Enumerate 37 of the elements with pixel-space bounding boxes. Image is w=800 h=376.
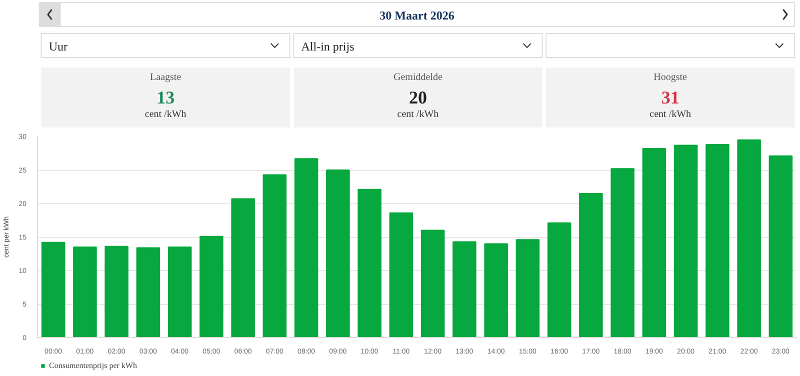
text: All-in prijs bbox=[301, 40, 355, 54]
data-label: 31 bbox=[661, 88, 680, 108]
bar bbox=[516, 239, 540, 338]
bar bbox=[326, 170, 350, 338]
bar bbox=[484, 243, 508, 338]
data-label: 13 bbox=[156, 88, 175, 108]
text: Uur bbox=[48, 40, 68, 54]
bar bbox=[231, 198, 255, 338]
bar bbox=[294, 158, 318, 338]
bar bbox=[547, 222, 572, 338]
bar bbox=[104, 246, 128, 338]
bar bbox=[452, 241, 476, 338]
category-label: Laagste bbox=[150, 72, 182, 83]
bar bbox=[579, 192, 603, 338]
bar bbox=[358, 188, 382, 338]
category-label: Gemiddelde bbox=[394, 72, 443, 83]
category-label: Hoogste bbox=[654, 72, 688, 83]
bar bbox=[200, 236, 224, 338]
bar bbox=[168, 246, 192, 338]
bar bbox=[706, 144, 730, 338]
bar bbox=[610, 168, 634, 338]
data-label: 20 bbox=[408, 88, 427, 108]
text: cent /kWh bbox=[144, 109, 186, 120]
text: cent /kWh bbox=[650, 109, 692, 120]
legend-label: Consumentenprijs per kWh bbox=[49, 360, 137, 370]
bar bbox=[41, 242, 66, 338]
bar bbox=[262, 174, 287, 338]
bar bbox=[136, 247, 160, 338]
text: cent /kWh bbox=[397, 109, 439, 120]
bar bbox=[768, 155, 793, 338]
bar bbox=[389, 212, 414, 338]
bar bbox=[73, 246, 97, 338]
bar bbox=[642, 148, 666, 338]
bar bbox=[674, 144, 698, 338]
text: 30 Maart 2026 bbox=[380, 8, 454, 22]
bar bbox=[737, 139, 761, 338]
bar bbox=[420, 230, 445, 338]
